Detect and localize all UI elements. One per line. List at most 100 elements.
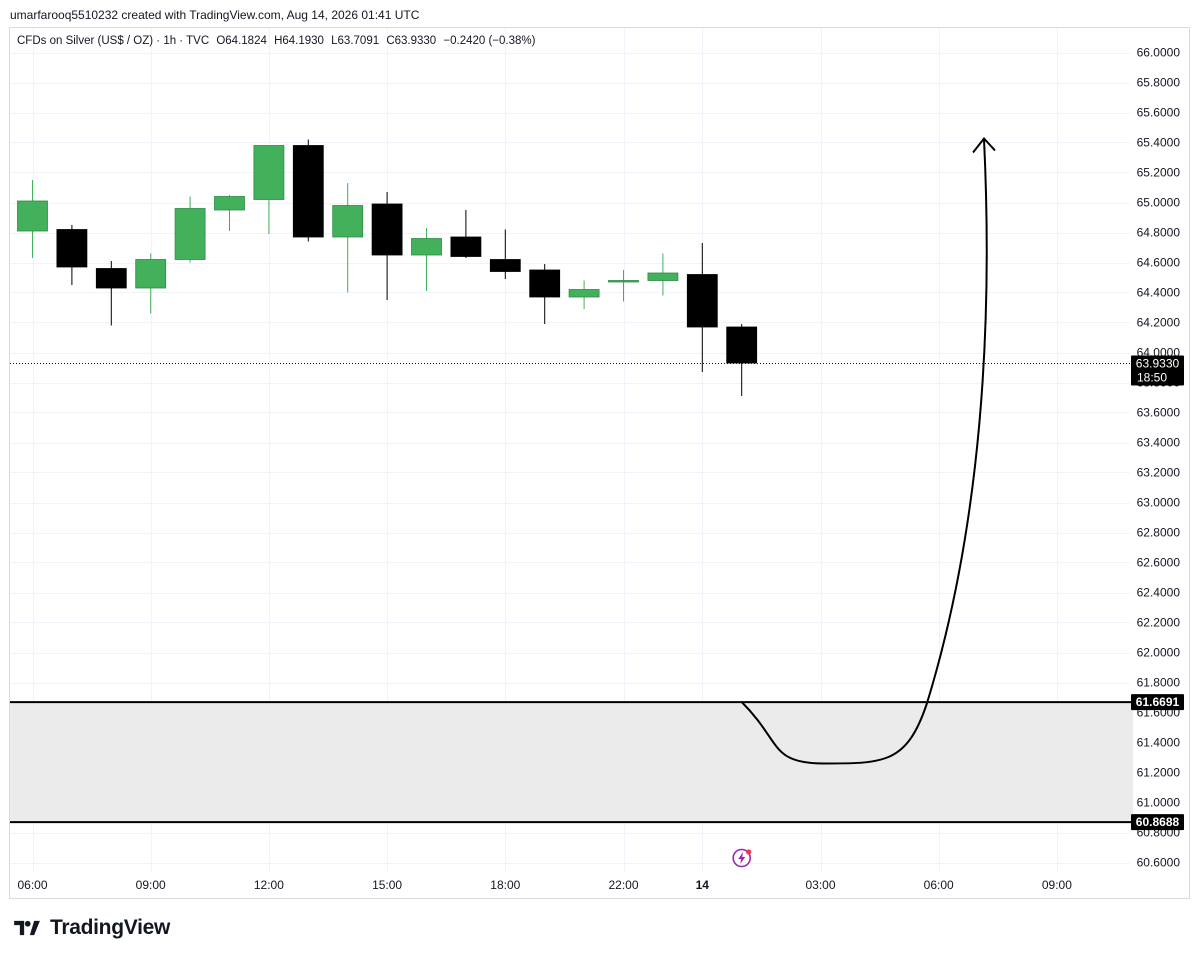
candle[interactable] [332, 183, 364, 293]
price-tick-label: 63.0000 [1137, 496, 1181, 510]
candle[interactable] [411, 228, 442, 291]
price-tick-label: 62.0000 [1137, 646, 1181, 660]
price-tick-label: 61.8000 [1137, 676, 1181, 690]
candle-body [529, 269, 561, 298]
price-tick-label: 65.0000 [1137, 196, 1181, 210]
candle[interactable] [489, 229, 521, 280]
price-tick-label: 61.0000 [1137, 796, 1181, 810]
time-tick-label: 06:00 [17, 878, 47, 892]
tradingview-logo-text: TradingView [50, 916, 171, 939]
candle[interactable] [726, 324, 758, 396]
legend-open: O64.1824 [216, 35, 267, 47]
price-tick-label: 66.0000 [1137, 46, 1181, 60]
candles [17, 139, 758, 396]
candle-body [450, 236, 482, 257]
candle[interactable] [56, 225, 88, 285]
price-tick-label: 60.6000 [1137, 856, 1181, 870]
candle-body [95, 268, 127, 289]
lightning-event-icon[interactable] [732, 848, 752, 868]
time-tick-label: 12:00 [254, 878, 284, 892]
price-tick-label: 64.2000 [1137, 316, 1181, 330]
candle-body [608, 280, 639, 283]
candle[interactable] [95, 261, 127, 326]
projection-arrow-path[interactable] [740, 139, 988, 765]
price-tick-label: 63.2000 [1137, 466, 1181, 480]
candle-body [253, 145, 285, 200]
time-tick-label: 09:00 [136, 878, 166, 892]
time-tick-label: 03:00 [805, 878, 835, 892]
candle[interactable] [214, 195, 245, 231]
time-tick-label: 09:00 [1042, 878, 1072, 892]
projection-arrow-head [972, 136, 996, 154]
price-tick-label: 61.4000 [1137, 736, 1181, 750]
candle[interactable] [17, 180, 48, 258]
time-tick-label: 22:00 [608, 878, 638, 892]
zone-lower-label-bg [1131, 814, 1184, 831]
candle-body [726, 326, 758, 364]
candle[interactable] [450, 210, 482, 258]
candle[interactable] [529, 264, 561, 324]
candle-body [292, 145, 324, 238]
candle-body [56, 229, 88, 268]
legend-high: H64.1930 [274, 35, 324, 47]
candle-body [332, 205, 364, 238]
price-tick-label: 64.8000 [1137, 226, 1181, 240]
price-tick-label: 62.8000 [1137, 526, 1181, 540]
price-tick-label: 61.2000 [1137, 766, 1181, 780]
price-axis[interactable]: 60.600060.800061.000061.200061.400061.60… [1137, 46, 1181, 870]
candle[interactable] [292, 139, 324, 242]
time-tick-label: 15:00 [372, 878, 402, 892]
legend-change: −0.2420 (−0.38%) [443, 35, 536, 47]
candle-body [686, 274, 718, 328]
time-axis[interactable]: 06:00 09:00 12:00 15:00 18:00 22:00 14 03:00 06:… [17, 878, 1072, 892]
candle-body [568, 289, 600, 298]
zone-lower-label-text: 60.8688 [1136, 815, 1180, 829]
candle[interactable] [686, 243, 718, 372]
price-tick-label: 65.6000 [1137, 106, 1181, 120]
chart-frame [9, 27, 1190, 899]
legend-symbol: CFDs on Silver (US$ / OZ) · 1h · TVC [17, 35, 210, 47]
candle[interactable] [174, 196, 206, 263]
candle-body [17, 200, 48, 232]
candle-body [489, 259, 521, 272]
candle[interactable] [253, 145, 285, 235]
price-tick-label: 62.4000 [1137, 586, 1181, 600]
candle[interactable] [371, 192, 403, 300]
candle-body [647, 272, 679, 281]
time-tick-label: 18:00 [490, 878, 520, 892]
zone-upper-label-text: 61.6691 [1136, 695, 1180, 709]
candle-body [214, 196, 245, 211]
chart-attribution: umarfarooq5510232 created with TradingVi… [10, 8, 420, 22]
candle-body [135, 259, 167, 289]
tradingview-logo-icon [14, 920, 40, 936]
zone-upper-label-bg [1131, 694, 1184, 711]
zone-upper-label: 61.6691 [1131, 694, 1184, 711]
price-tick-label: 63.6000 [1137, 406, 1181, 420]
candle[interactable] [647, 253, 679, 296]
candle-body [371, 203, 403, 256]
current-price-text: 63.9330 [1136, 357, 1180, 371]
candle[interactable] [608, 270, 639, 302]
legend-low: L63.7091 [331, 35, 380, 47]
price-tick-label: 62.6000 [1137, 556, 1181, 570]
time-tick-label: 06:00 [924, 878, 954, 892]
price-tick-label: 64.4000 [1137, 286, 1181, 300]
legend-close: C63.9330 [386, 35, 437, 47]
tradingview-brand[interactable]: TradingView [12, 916, 170, 940]
price-tick-label: 65.8000 [1137, 76, 1181, 90]
price-tick-label: 63.4000 [1137, 436, 1181, 450]
candle[interactable] [135, 253, 167, 314]
chart-legend: CFDs on Silver (US$ / OZ) · 1h · TVC O64… [17, 35, 539, 47]
price-tick-label: 64.6000 [1137, 256, 1181, 270]
candle-body [174, 208, 206, 260]
candle[interactable] [568, 280, 600, 310]
time-tick-label: 14 [696, 878, 710, 892]
bar-countdown-text: 18:50 [1137, 371, 1167, 385]
price-tick-label: 65.2000 [1137, 166, 1181, 180]
current-price-bg [1131, 355, 1184, 386]
support-zone[interactable] [10, 702, 1133, 823]
price-tick-label: 62.2000 [1137, 616, 1181, 630]
